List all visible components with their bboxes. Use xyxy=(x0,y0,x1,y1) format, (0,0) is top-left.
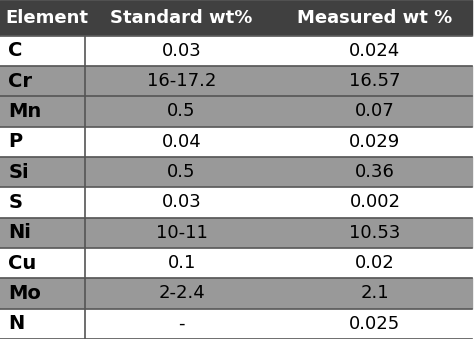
Text: 0.029: 0.029 xyxy=(349,133,401,151)
Bar xyxy=(85,187,278,218)
Text: 0.1: 0.1 xyxy=(167,254,196,272)
Bar xyxy=(85,96,278,127)
Text: 10-11: 10-11 xyxy=(155,224,208,242)
Text: 10.53: 10.53 xyxy=(349,224,401,242)
Text: 2.1: 2.1 xyxy=(361,284,389,302)
Bar xyxy=(85,278,278,308)
Bar xyxy=(278,66,472,96)
Bar xyxy=(85,248,278,278)
Bar xyxy=(0,248,85,278)
Text: P: P xyxy=(9,132,23,151)
Bar xyxy=(278,187,472,218)
Text: Mo: Mo xyxy=(9,284,41,303)
Bar xyxy=(278,308,472,339)
Bar xyxy=(278,248,472,278)
Bar xyxy=(0,218,85,248)
Text: Measured wt %: Measured wt % xyxy=(297,9,453,27)
Bar xyxy=(85,308,278,339)
Bar xyxy=(85,36,278,66)
Bar xyxy=(0,187,85,218)
Text: Cu: Cu xyxy=(9,254,37,273)
Text: 0.5: 0.5 xyxy=(167,102,196,120)
Bar xyxy=(85,218,278,248)
Text: 0.02: 0.02 xyxy=(355,254,395,272)
Text: -: - xyxy=(178,315,185,333)
Text: 0.002: 0.002 xyxy=(349,194,401,212)
Bar xyxy=(278,36,472,66)
Bar xyxy=(0,308,85,339)
Text: 0.5: 0.5 xyxy=(167,163,196,181)
Text: C: C xyxy=(9,41,23,60)
Bar xyxy=(278,126,472,157)
Bar xyxy=(278,157,472,187)
Bar xyxy=(0,96,85,127)
Text: 0.025: 0.025 xyxy=(349,315,401,333)
Text: Ni: Ni xyxy=(9,223,31,242)
Bar xyxy=(85,66,278,96)
Text: 0.07: 0.07 xyxy=(355,102,395,120)
Text: S: S xyxy=(9,193,22,212)
Bar xyxy=(278,278,472,308)
Bar xyxy=(0,36,85,66)
Text: Element: Element xyxy=(6,9,89,27)
Bar xyxy=(278,218,472,248)
Text: 0.03: 0.03 xyxy=(162,42,201,60)
Bar xyxy=(85,157,278,187)
Bar xyxy=(0,126,85,157)
Text: Mn: Mn xyxy=(9,102,42,121)
Text: 0.024: 0.024 xyxy=(349,42,401,60)
Text: N: N xyxy=(9,314,25,333)
Text: 16-17.2: 16-17.2 xyxy=(147,72,216,90)
Text: 2-2.4: 2-2.4 xyxy=(158,284,205,302)
Text: 0.36: 0.36 xyxy=(355,163,395,181)
Bar xyxy=(278,0,472,36)
Bar xyxy=(0,278,85,308)
Text: Si: Si xyxy=(9,163,29,182)
Bar xyxy=(85,0,278,36)
Bar xyxy=(278,96,472,127)
Text: Cr: Cr xyxy=(9,72,33,91)
Text: 16.57: 16.57 xyxy=(349,72,401,90)
Text: 0.04: 0.04 xyxy=(162,133,201,151)
Bar xyxy=(0,0,85,36)
Bar xyxy=(0,157,85,187)
Bar xyxy=(0,66,85,96)
Text: 0.03: 0.03 xyxy=(162,194,201,212)
Text: Standard wt%: Standard wt% xyxy=(110,9,253,27)
Bar xyxy=(85,126,278,157)
